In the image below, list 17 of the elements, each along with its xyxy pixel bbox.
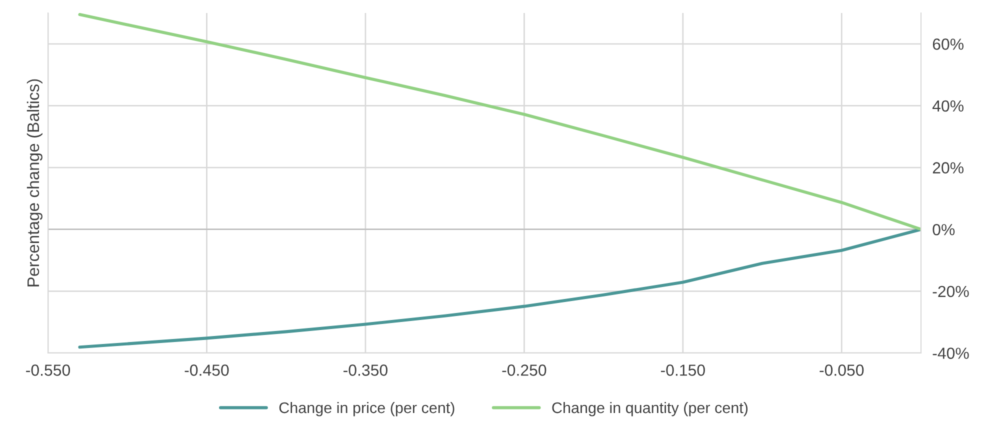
y-axis-title: Percentage change (Baltics)	[26, 79, 42, 286]
x-tick-label: -0.450	[184, 364, 229, 376]
x-tick-label: -0.050	[820, 364, 864, 376]
y-tick-label: 0%	[932, 224, 955, 236]
legend-label: Change in price (per cent)	[279, 402, 454, 416]
x-tick-label: -0.350	[344, 364, 388, 376]
y-tick-label: 40%	[932, 100, 964, 112]
y-tick-label: 60%	[932, 38, 964, 50]
legend-label: Change in quantity (per cent)	[552, 402, 748, 416]
y-tick-label: -40%	[932, 348, 969, 359]
y-tick-label: -20%	[932, 286, 969, 298]
line-series	[78, 228, 921, 349]
x-tick-label: -0.250	[502, 364, 546, 376]
line-series	[78, 13, 921, 231]
y-tick-label: 20%	[932, 162, 964, 174]
x-tick-label: -0.150	[660, 364, 705, 376]
x-tick-label: -0.550	[26, 364, 70, 376]
